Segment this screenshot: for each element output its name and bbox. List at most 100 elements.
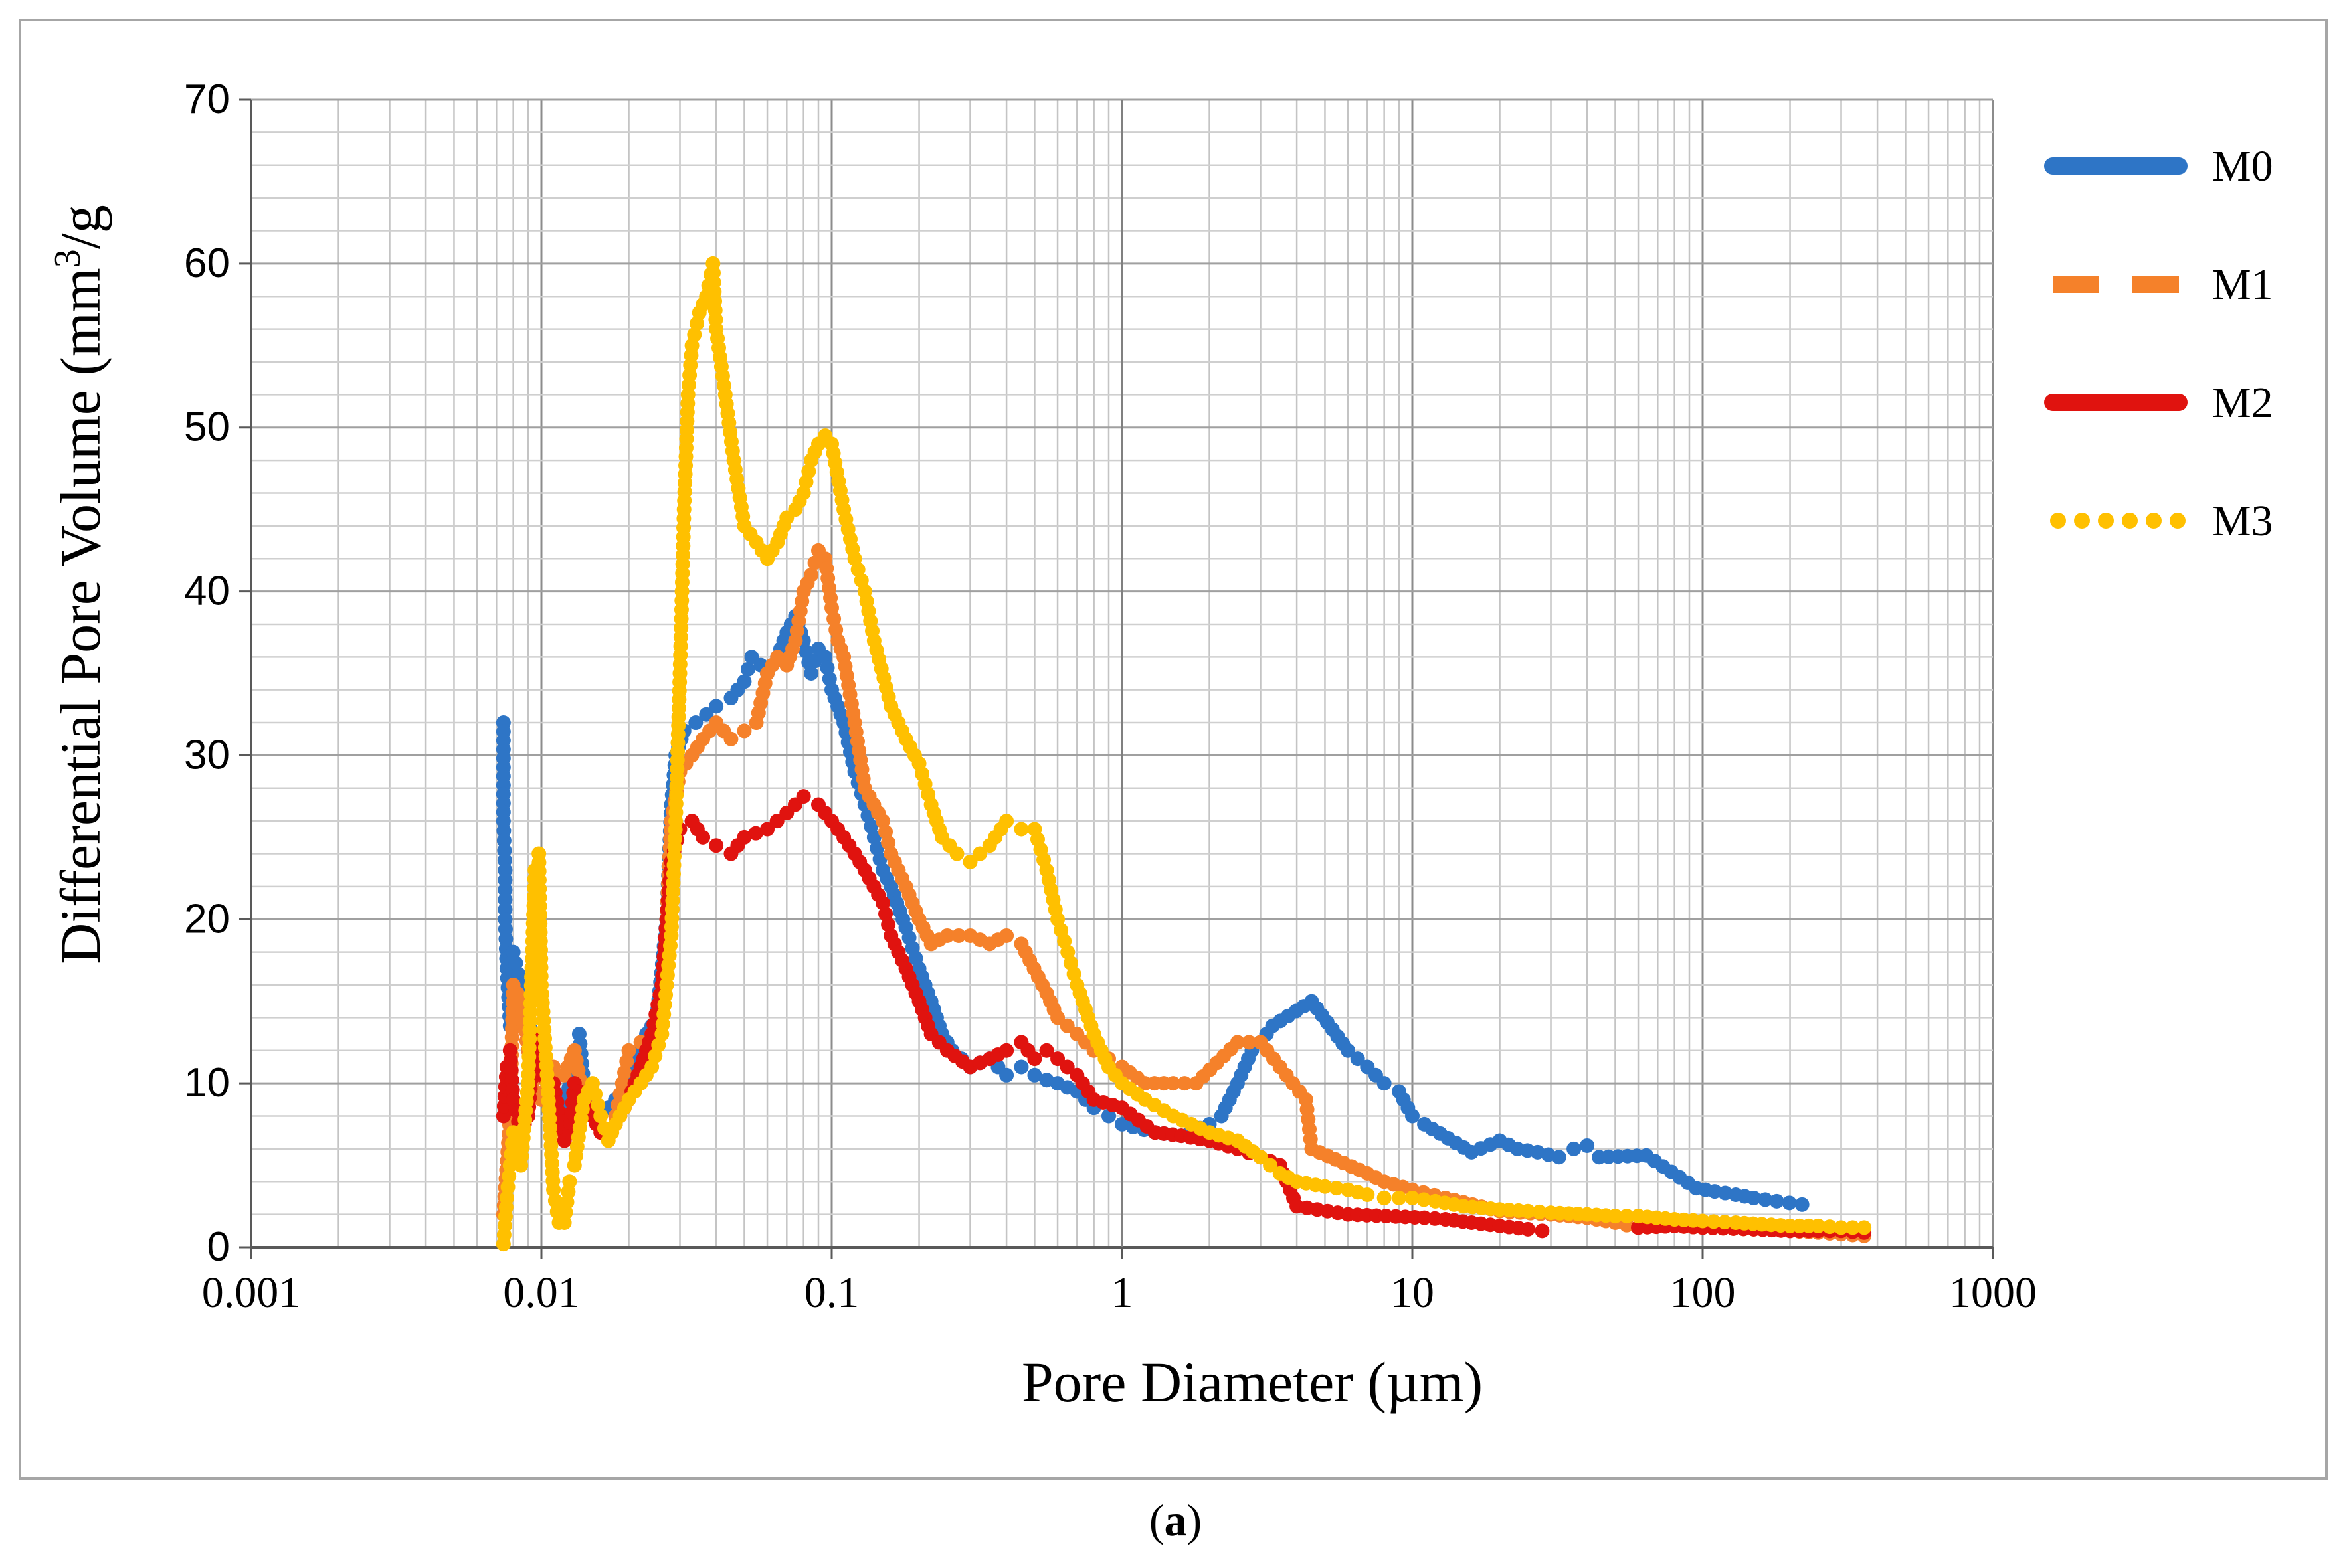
data-point-m1 [951,928,967,943]
data-point-m1 [804,567,819,582]
legend-item-m2: M2 [2044,379,2273,427]
x-tick-label: 0.001 [202,1268,301,1317]
data-point-m1 [1177,1076,1192,1091]
data-point-m0 [709,699,724,714]
data-point-m0 [872,851,888,867]
data-point-m3 [1263,1158,1278,1173]
axes [239,98,1994,1259]
data-point-m0 [1769,1193,1784,1209]
legend-swatch-m3 [2170,513,2186,529]
x-tick-label: 0.01 [503,1268,580,1317]
data-point-m3 [547,1193,563,1209]
data-point-m0 [1551,1150,1566,1165]
data-point-m3 [593,1108,609,1124]
data-point-m2 [999,1043,1014,1058]
y-tick-label: 50 [184,404,230,450]
data-point-m3 [1532,1204,1547,1219]
caption-label: a [1164,1495,1187,1545]
data-point-m0 [1027,1067,1042,1083]
data-point-m3 [999,814,1014,829]
x-tick-label: 1 [1111,1268,1133,1317]
data-point-m1 [621,1043,636,1058]
figure-caption: (a) [1149,1495,1202,1545]
data-point-m0 [1566,1141,1582,1156]
data-point-m3 [1376,1190,1392,1205]
x-tick-label: 10 [1390,1268,1434,1317]
data-point-m3 [1253,1150,1268,1165]
legend-label-m3: M3 [2212,497,2273,545]
data-point-m0 [799,644,814,659]
data-point-m0 [1039,1073,1054,1088]
data-point-m0 [870,841,885,856]
data-point-m0 [1405,1108,1420,1124]
x-tick-label: 0.1 [804,1268,860,1317]
data-point-m2 [1520,1221,1535,1237]
data-point-m3 [499,1190,514,1205]
data-point-m0 [511,966,526,982]
x-tick-label: 1000 [1949,1268,2037,1317]
data-point-m2 [760,822,775,837]
legend-item-m1: M1 [2053,260,2273,309]
data-point-m3 [1845,1220,1860,1235]
data-point-m0 [740,661,755,677]
data-point-m1 [1050,1010,1066,1025]
data-point-m3 [1329,1181,1344,1196]
data-point-m1 [999,928,1014,943]
data-point-m3 [585,1076,600,1091]
legend-swatch-m3 [2122,513,2138,529]
data-point-m2 [796,789,811,804]
data-point-m2 [881,917,896,932]
data-point-m2 [696,829,711,845]
data-point-m1 [881,835,896,851]
data-point-m2 [875,895,890,911]
data-point-m3 [1857,1220,1872,1235]
y-axis-title-tail: /g [48,205,112,249]
data-point-m0 [1746,1190,1761,1205]
data-point-m3 [796,485,811,501]
y-tick-labels: 0 10 20 30 40 50 60 70 [184,76,230,1270]
data-point-m0 [1580,1138,1595,1153]
data-point-m3 [500,1179,516,1195]
data-point-m1 [1230,1035,1245,1050]
data-point-m1 [828,622,844,638]
data-point-m3 [949,846,965,861]
data-point-m0 [1782,1195,1797,1211]
x-axis-title: Pore Diameter (µm) [1022,1350,1483,1414]
data-point-m2 [1039,1043,1054,1058]
data-point-m3 [502,1158,517,1173]
x-tick-label: 100 [1670,1268,1736,1317]
data-point-m0 [506,944,521,960]
legend-swatch-m3 [2146,513,2162,529]
data-point-m3 [799,475,814,489]
data-point-m1 [619,1054,634,1069]
data-point-m3 [1608,1209,1623,1224]
data-point-m0 [820,660,835,675]
legend-item-m0: M0 [2044,142,2273,191]
data-point-m2 [1535,1223,1550,1239]
data-point-m3 [963,854,978,869]
data-point-m3 [1416,1192,1432,1207]
y-tick-label: 70 [184,76,230,122]
legend-item-m3: M3 [2050,497,2273,545]
series-m0 [496,608,1810,1212]
y-tick-label: 20 [184,896,230,942]
data-point-m0 [1350,1051,1365,1067]
data-point-m3 [1619,1209,1634,1224]
data-point-m3 [588,1087,603,1102]
data-point-m3 [562,1174,577,1189]
data-point-m2 [1027,1051,1042,1067]
data-series [496,256,1872,1252]
data-point-m3 [1317,1179,1333,1194]
y-tick-label: 30 [184,732,230,778]
data-point-m3 [1834,1220,1849,1235]
x-tick-labels: 0.001 0.01 0.1 1 10 100 1000 [202,1268,2037,1317]
data-point-m0 [508,956,523,971]
data-point-m1 [617,1065,632,1080]
data-point-m3 [690,316,705,331]
data-point-m1 [826,611,842,626]
data-point-m3 [1695,1213,1710,1229]
y-tick-label: 10 [184,1060,230,1106]
data-point-m0 [1341,1043,1356,1058]
series-m3 [496,256,1872,1252]
